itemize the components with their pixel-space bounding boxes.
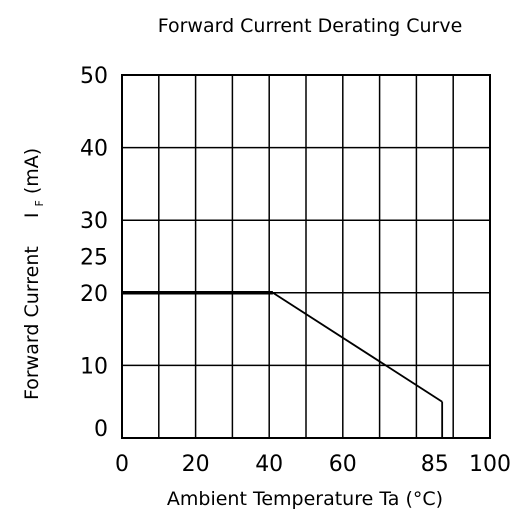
y-tick-label: 25 xyxy=(80,246,108,271)
y-tick-label: 10 xyxy=(80,354,108,379)
x-tick-label: 0 xyxy=(115,452,129,477)
x-tick-labels: 0 20 40 60 85 100 xyxy=(115,452,511,477)
y-axis-title-symbol: I xyxy=(21,213,43,219)
y-tick-label: 30 xyxy=(80,209,108,234)
y-axis-title: Forward Current I F (mA) xyxy=(21,148,48,400)
y-tick-label: 20 xyxy=(80,282,108,307)
y-tick-label: 50 xyxy=(80,64,108,89)
grid-lines xyxy=(122,75,490,438)
x-tick-label: 20 xyxy=(182,452,210,477)
y-axis-title-text: Forward Current I F (mA) xyxy=(21,148,48,400)
series-line-segment xyxy=(272,292,443,403)
chart-title: Forward Current Derating Curve xyxy=(158,15,463,37)
y-tick-label: 0 xyxy=(94,417,108,442)
x-tick-label: 85 xyxy=(421,452,449,477)
x-axis-title: Ambient Temperature Ta (°C) xyxy=(167,488,443,510)
x-tick-label: 60 xyxy=(329,452,357,477)
y-axis-title-subscript: F xyxy=(33,200,46,206)
y-axis-title-unit: (mA) xyxy=(21,148,43,194)
x-tick-label: 100 xyxy=(469,452,511,477)
x-tick-label: 40 xyxy=(255,452,283,477)
y-tick-labels: 0 10 20 25 30 40 50 xyxy=(80,64,108,442)
y-axis-title-prefix: Forward Current xyxy=(21,246,43,400)
plot-frame xyxy=(121,74,491,439)
y-tick-label: 40 xyxy=(80,137,108,162)
series-layer xyxy=(122,291,444,438)
